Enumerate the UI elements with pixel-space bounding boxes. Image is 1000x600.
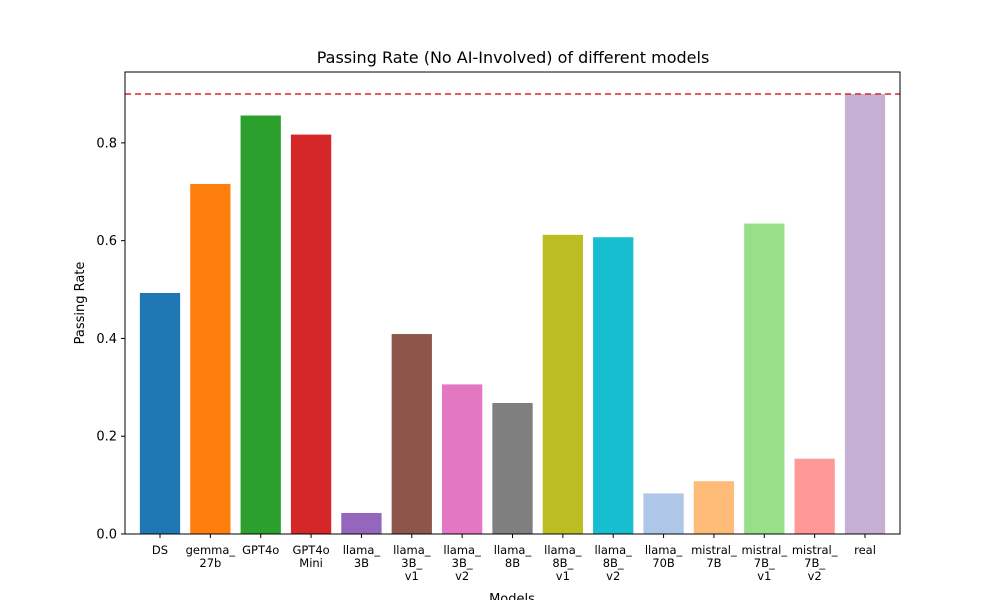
- bar-13: [794, 458, 835, 534]
- bar-4: [341, 512, 382, 534]
- x-tick-label-1: gemma_ 27b: [186, 543, 236, 570]
- bar-11: [693, 481, 735, 534]
- y-tick-label-4: 0.8: [96, 136, 117, 151]
- bar-10: [643, 493, 684, 534]
- bar-9: [593, 237, 634, 534]
- x-tick-label-11: mistral_ 7B: [691, 543, 737, 570]
- bar-2: [240, 115, 281, 534]
- bar-5: [391, 334, 432, 534]
- chart-title: Passing Rate (No AI-Involved) of differe…: [317, 48, 710, 67]
- x-tick-label-4: llama_ 3B: [343, 543, 381, 570]
- x-tick-label-2: GPT4o: [242, 543, 279, 557]
- bar-12: [744, 223, 785, 535]
- y-tick-label-0: 0.0: [96, 528, 117, 543]
- y-tick-label-2: 0.4: [96, 332, 117, 347]
- bar-3: [290, 134, 332, 535]
- y-axis-label: Passing Rate: [73, 262, 88, 345]
- y-tick-label-1: 0.2: [96, 430, 117, 445]
- bar-1: [190, 183, 231, 534]
- bar-8: [542, 234, 583, 535]
- y-axis: 0.0 0.2 0.4 0.6 0.8: [96, 136, 125, 543]
- bar-6: [442, 384, 483, 534]
- x-tick-label-0: DS: [152, 543, 168, 557]
- x-tick-label-6: llama_ 3B_ v2: [443, 543, 481, 583]
- x-tick-label-10: llama_ 70B: [645, 543, 683, 570]
- x-tick-label-8: llama_ 8B_ v1: [544, 543, 582, 583]
- x-tick-label-13: mistral_ 7B_ v2: [792, 543, 838, 583]
- x-axis: DS gemma_ 27b GPT4o GPT4o Mini llama_ 3B llama_ 3…: [152, 534, 876, 583]
- bar-0: [139, 292, 181, 534]
- bars-group: [139, 94, 886, 535]
- x-tick-label-3: GPT4o Mini: [292, 543, 329, 570]
- x-tick-label-5: llama_ 3B_ v1: [393, 543, 431, 583]
- x-axis-label: Models: [489, 592, 535, 600]
- bar-14: [844, 94, 886, 534]
- x-tick-label-9: llama_ 8B_ v2: [594, 543, 632, 583]
- x-tick-label-7: llama_ 8B: [494, 543, 532, 570]
- x-tick-label-14: real: [854, 543, 876, 557]
- bar-7: [492, 402, 533, 534]
- y-tick-label-3: 0.6: [96, 234, 117, 249]
- x-tick-label-12: mistral_ 7B_ v1: [741, 543, 787, 583]
